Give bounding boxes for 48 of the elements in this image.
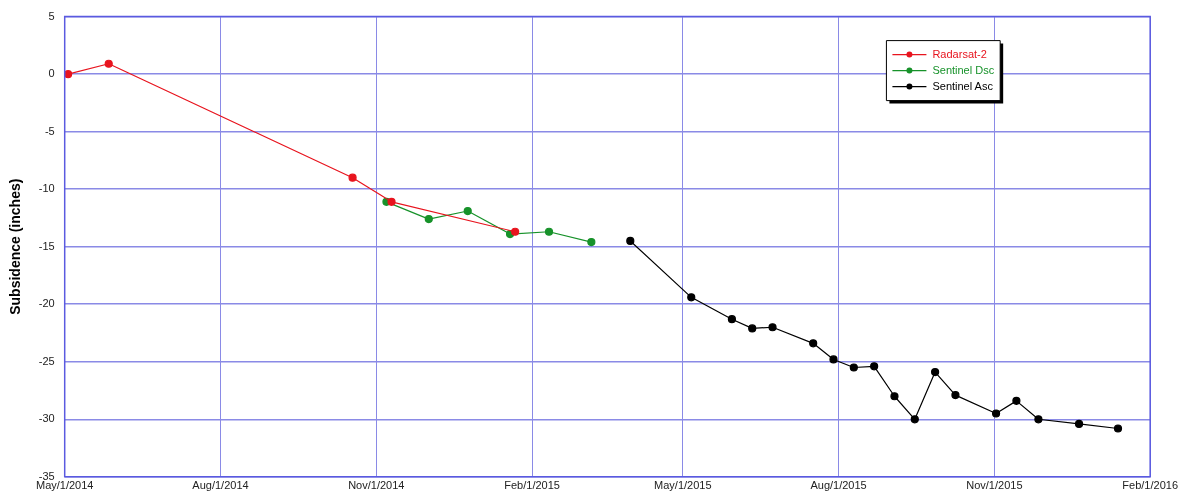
point [951, 391, 960, 400]
point [587, 238, 596, 247]
y-tick-label: -25 [38, 354, 55, 367]
x-tick-label: Nov/1/2014 [348, 479, 405, 492]
point [1074, 419, 1084, 428]
point [424, 214, 433, 224]
point [511, 227, 520, 236]
point [727, 315, 736, 324]
point [748, 324, 757, 333]
point [104, 59, 113, 68]
point [991, 409, 1001, 418]
x-tick-label: Aug/1/2015 [810, 479, 867, 492]
point [1034, 415, 1043, 424]
y-tick-label: -10 [38, 182, 55, 195]
x-tick-label: Aug/1/2014 [192, 479, 249, 492]
y-tick-label: -35 [38, 469, 55, 482]
x-tick-label: Feb/1/2016 [1122, 479, 1178, 492]
point [1113, 424, 1123, 433]
point [64, 70, 73, 79]
x-tick-label: May/1/2015 [654, 479, 712, 492]
point [931, 368, 940, 377]
x-tick-label: May/1/2014 [35, 479, 94, 492]
y-tick-label: -30 [38, 412, 55, 425]
y-axis-title: Subsidence (inches) [7, 178, 24, 315]
point [387, 197, 396, 206]
y-tick-label: 5 [48, 9, 55, 22]
y-tick-label: 0 [48, 67, 55, 80]
legend-label: Sentinel Dsc [932, 63, 995, 76]
point [890, 392, 899, 401]
point [849, 363, 858, 372]
y-tick-label: -20 [38, 297, 55, 310]
y-tick-label: -5 [44, 124, 55, 137]
legend-label: Radarsat-2 [932, 47, 987, 60]
point [348, 173, 357, 182]
point [829, 355, 838, 364]
point [870, 362, 879, 371]
x-tick-label: Feb/1/2015 [504, 479, 560, 492]
point [809, 339, 818, 348]
x-tick-label: Nov/1/2015 [966, 479, 1023, 492]
point [463, 206, 472, 216]
point [1012, 396, 1021, 405]
point [626, 236, 635, 246]
point [544, 227, 554, 236]
point [910, 415, 919, 424]
point [687, 293, 696, 302]
point [768, 323, 777, 332]
legend-label: Sentinel Asc [932, 79, 994, 92]
y-tick-label: -15 [38, 239, 55, 252]
